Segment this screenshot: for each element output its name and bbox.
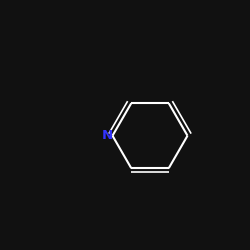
Text: N: N <box>102 129 113 142</box>
